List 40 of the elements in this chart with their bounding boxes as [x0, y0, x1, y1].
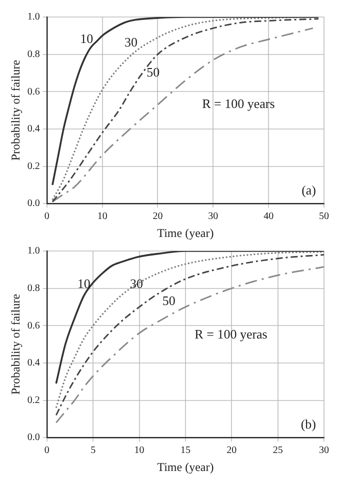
y-tick-label: 0.0	[27, 432, 40, 444]
series-label: 50	[162, 292, 176, 308]
annotation: (a)	[302, 182, 316, 198]
x-tick-label: 0	[44, 211, 50, 222]
y-tick-label: 0.4	[27, 358, 40, 369]
x-tick-label: 40	[264, 211, 274, 222]
x-tick-label: 30	[319, 445, 329, 456]
x-axis-title: Time (year)	[157, 460, 214, 474]
x-tick-label: 25	[272, 445, 283, 456]
y-tick-label: 0.6	[27, 86, 40, 98]
x-tick-label: 15	[180, 445, 190, 456]
line-series	[55, 251, 324, 384]
series-label: 10	[80, 30, 94, 46]
x-tick-label: 20	[226, 445, 237, 456]
x-tick-label: 20	[152, 211, 163, 222]
y-axis-title: Probability of failure	[8, 60, 22, 161]
y-tick-label: 0.2	[27, 160, 40, 172]
y-tick-label: 1.0	[27, 246, 40, 257]
x-tick-label: 30	[208, 211, 218, 222]
x-tick-label: 50	[319, 211, 329, 222]
series-label: R = 100 yeras	[194, 326, 268, 342]
series-label: R = 100 years	[202, 96, 275, 112]
x-tick-label: 5	[90, 445, 96, 456]
x-tick-label: 10	[134, 445, 144, 456]
series-label: 30	[124, 34, 138, 50]
x-tick-label: 0	[44, 445, 50, 456]
series-label: 50	[146, 64, 160, 80]
y-tick-label: 0.8	[27, 282, 40, 294]
series-label: 10	[77, 276, 90, 292]
x-axis-title: Time (year)	[157, 226, 214, 240]
series-label: 30	[130, 276, 144, 292]
y-tick-label: 0.2	[27, 394, 40, 406]
y-axis-title: Probability of failure	[8, 294, 22, 395]
y-tick-label: 0.6	[27, 320, 40, 332]
y-tick-label: 0.0	[27, 198, 40, 210]
x-tick-label: 10	[97, 211, 108, 222]
y-tick-label: 0.8	[27, 48, 40, 60]
y-tick-label: 0.4	[27, 124, 40, 135]
y-tick-label: 1.0	[27, 12, 40, 23]
annotation: (b)	[300, 416, 316, 432]
